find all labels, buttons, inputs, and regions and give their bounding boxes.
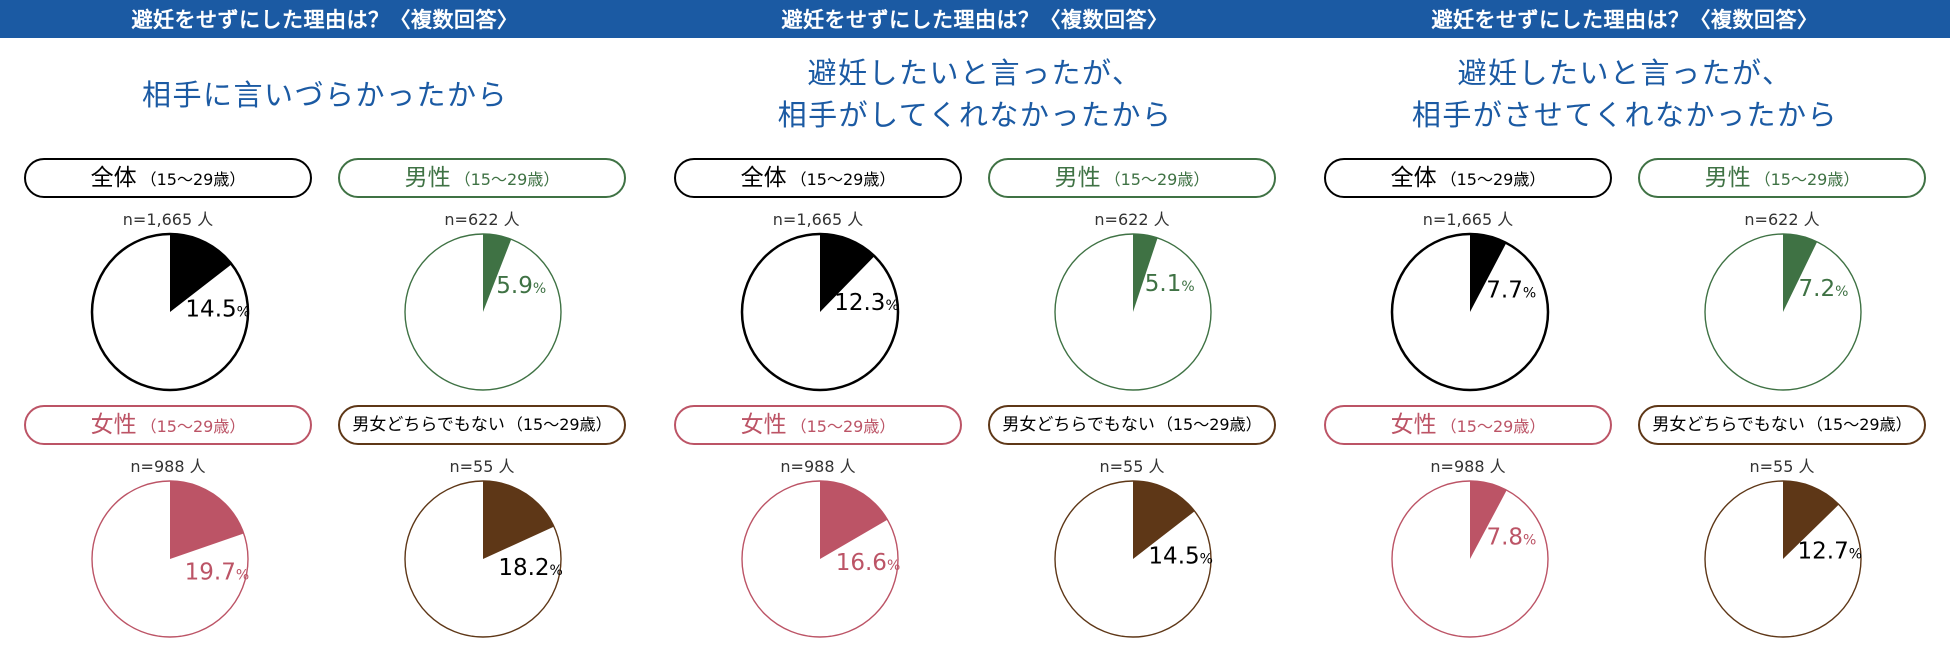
pie-value-label: 7.7% [1486,277,1536,303]
panel-header: 避妊をせずにした理由は？〈複数回答〉 [0,0,650,38]
panel-header: 避妊をせずにした理由は？〈複数回答〉 [650,0,1300,38]
group-pill-neither: 男女どちらでもない （15〜29歳） [1638,405,1926,445]
pie-slice [170,234,232,312]
group-age: （15〜29歳） [1156,415,1262,434]
group-label: 男女どちらでもない [352,415,505,435]
pie-slice [483,234,512,312]
pie-value-label: 18.2% [498,555,563,581]
pie-slice [1133,234,1158,312]
pie-chart: 14.5% [90,232,250,392]
sample-size: n=622 人 [444,210,520,229]
chart-panel-2: 避妊をせずにした理由は？〈複数回答〉 避妊したいと言ったが、 相手がしてくれなか… [650,0,1300,650]
group-age: （15〜29歳） [1104,170,1210,189]
pie-value-label: 7.2% [1799,276,1849,302]
group-pill-male: 男性 （15〜29歳） [988,158,1276,198]
pie-slice [1470,481,1507,559]
pie-value-label: 14.5% [185,297,250,323]
pie-value-label: 14.5% [1148,544,1213,570]
group-label: 男女どちらでもない [1652,415,1805,435]
group-age: （15〜29歳） [454,170,560,189]
group-age: （15〜29歳） [1806,415,1912,434]
sample-size: n=1,665 人 [1422,210,1514,229]
pie-slice [820,481,888,559]
pie-slice [1133,481,1195,559]
pie-value-label: 7.8% [1486,525,1536,551]
group-label: 女性 [90,412,137,438]
group-age: （15〜29歳） [1754,170,1860,189]
sample-size: n=988 人 [780,457,856,476]
group-pill-neither: 男女どちらでもない （15〜29歳） [338,405,626,445]
pie-slice [820,234,875,312]
pie-chart: 7.2% [1704,233,1862,391]
group-label: 女性 [740,412,787,438]
subtitle-line: 相手がしてくれなかったから [777,98,1173,132]
pie-slice [483,481,554,559]
sample-size: n=1,665 人 [122,210,214,229]
group-label: 全体 [1390,165,1437,191]
group-age: （15〜29歳） [1440,170,1546,189]
group-label: 男女どちらでもない [1002,415,1155,435]
subtitle-line: 避妊したいと言ったが、 [1457,56,1793,90]
group-age: （15〜29歳） [790,170,896,189]
sample-size: n=988 人 [130,457,206,476]
pie-value-label: 5.9% [496,273,546,299]
pie-slice [1783,234,1818,312]
group-label: 全体 [90,165,137,191]
group-age: （15〜29歳） [140,170,246,189]
group-pill-female: 女性 （15〜29歳） [674,405,962,445]
subtitle-line: 避妊したいと言ったが、 [807,56,1143,90]
pie-chart: 5.1% [1054,233,1212,391]
group-label: 男性 [1704,165,1751,191]
pie-slice [170,481,244,559]
chart-panel-1: 避妊をせずにした理由は？〈複数回答〉 相手に言いづらかったから 全体 （15〜29… [0,0,650,650]
group-pill-female: 女性 （15〜29歳） [1324,405,1612,445]
pie-chart: 5.9% [404,233,562,391]
pie-value-label: 12.3% [834,290,899,316]
group-label: 女性 [1390,412,1437,438]
pie-chart: 7.7% [1390,232,1550,392]
group-pill-all: 全体 （15〜29歳） [674,158,962,198]
pie-chart: 14.5% [1054,480,1213,638]
pie-chart: 18.2% [404,480,563,638]
chart-panel-3: 避妊をせずにした理由は？〈複数回答〉 避妊したいと言ったが、 相手がさせてくれな… [1300,0,1950,650]
group-age: （15〜29歳） [1440,417,1546,436]
sample-size: n=55 人 [1749,457,1815,476]
pie-chart: 19.7% [91,480,250,638]
group-label: 全体 [740,165,787,191]
pie-slice [1470,234,1507,312]
group-pill-neither: 男女どちらでもない （15〜29歳） [988,405,1276,445]
sample-size: n=988 人 [1430,457,1506,476]
sample-size: n=55 人 [1099,457,1165,476]
subtitle-line: 相手に言いづらかったから [141,78,508,112]
group-age: （15〜29歳） [140,417,246,436]
subtitle-line: 相手がさせてくれなかったから [1411,98,1839,132]
panel-subtitle: 相手に言いづらかったから [0,74,650,116]
pie-chart: 12.7% [1704,480,1863,638]
pie-slice [1783,481,1839,559]
group-pill-all: 全体 （15〜29歳） [24,158,312,198]
pie-value-label: 5.1% [1145,271,1195,297]
sample-size: n=1,665 人 [772,210,864,229]
sample-size: n=622 人 [1094,210,1170,229]
group-age: （15〜29歳） [506,415,612,434]
group-pill-female: 女性 （15〜29歳） [24,405,312,445]
group-label: 男性 [1054,165,1101,191]
pie-value-label: 19.7% [185,559,250,585]
group-age: （15〜29歳） [790,417,896,436]
pie-value-label: 16.6% [836,550,901,576]
panel-subtitle: 避妊したいと言ったが、 相手がしてくれなかったから [650,52,1300,136]
group-pill-all: 全体 （15〜29歳） [1324,158,1612,198]
pie-value-label: 12.7% [1798,538,1863,564]
pie-chart: 16.6% [741,480,901,638]
panel-header: 避妊をせずにした理由は？〈複数回答〉 [1300,0,1950,38]
group-label: 男性 [404,165,451,191]
pie-chart: 12.3% [740,232,900,392]
panel-subtitle: 避妊したいと言ったが、 相手がさせてくれなかったから [1300,52,1950,136]
group-pill-male: 男性 （15〜29歳） [338,158,626,198]
sample-size: n=55 人 [449,457,515,476]
pie-chart: 7.8% [1391,480,1549,638]
sample-size: n=622 人 [1744,210,1820,229]
group-pill-male: 男性 （15〜29歳） [1638,158,1926,198]
